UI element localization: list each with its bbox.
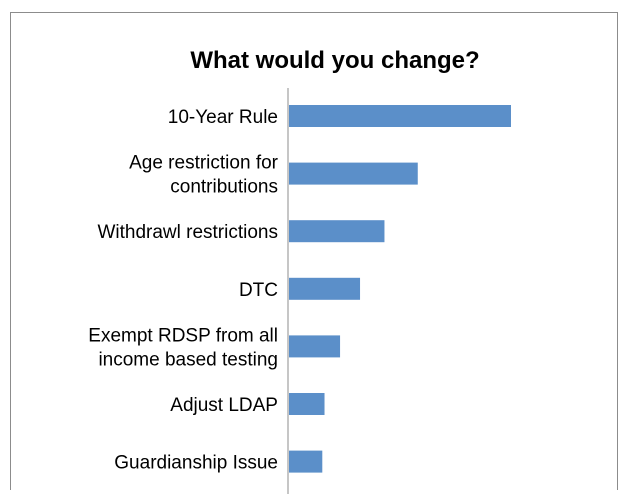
bars-group (289, 105, 511, 473)
category-label-6: Guardianship Issue (114, 453, 278, 474)
bar-3 (289, 278, 360, 300)
category-label-2: Withdrawl restrictions (97, 222, 278, 243)
bar-2 (289, 220, 384, 242)
category-label-line: Withdrawl restrictions (97, 222, 278, 243)
bar-6 (289, 451, 322, 473)
category-label-line: 10-Year Rule (168, 107, 278, 128)
bar-0 (289, 105, 511, 127)
bar-5 (289, 393, 325, 415)
category-label-3: DTC (239, 280, 278, 301)
category-label-line: DTC (239, 280, 278, 301)
bar-1 (289, 163, 418, 185)
bar-4 (289, 335, 340, 357)
category-label-line: Guardianship Issue (114, 453, 278, 474)
category-label-line: Exempt RDSP from all (88, 325, 278, 346)
category-label-line: income based testing (98, 349, 278, 370)
category-label-line: contributions (170, 177, 278, 198)
category-label-4: Exempt RDSP from all income based testing (88, 325, 278, 370)
category-label-1: Age restriction for contributions (129, 153, 279, 198)
chart-title: What would you change? (190, 47, 479, 74)
category-label-0: 10-Year Rule (168, 107, 278, 128)
category-label-line: Age restriction for (129, 153, 279, 174)
category-label-5: Adjust LDAP (170, 395, 278, 416)
category-label-line: Adjust LDAP (170, 395, 278, 416)
category-labels-group: 10-Year Rule Age restriction for contribut… (88, 107, 278, 474)
